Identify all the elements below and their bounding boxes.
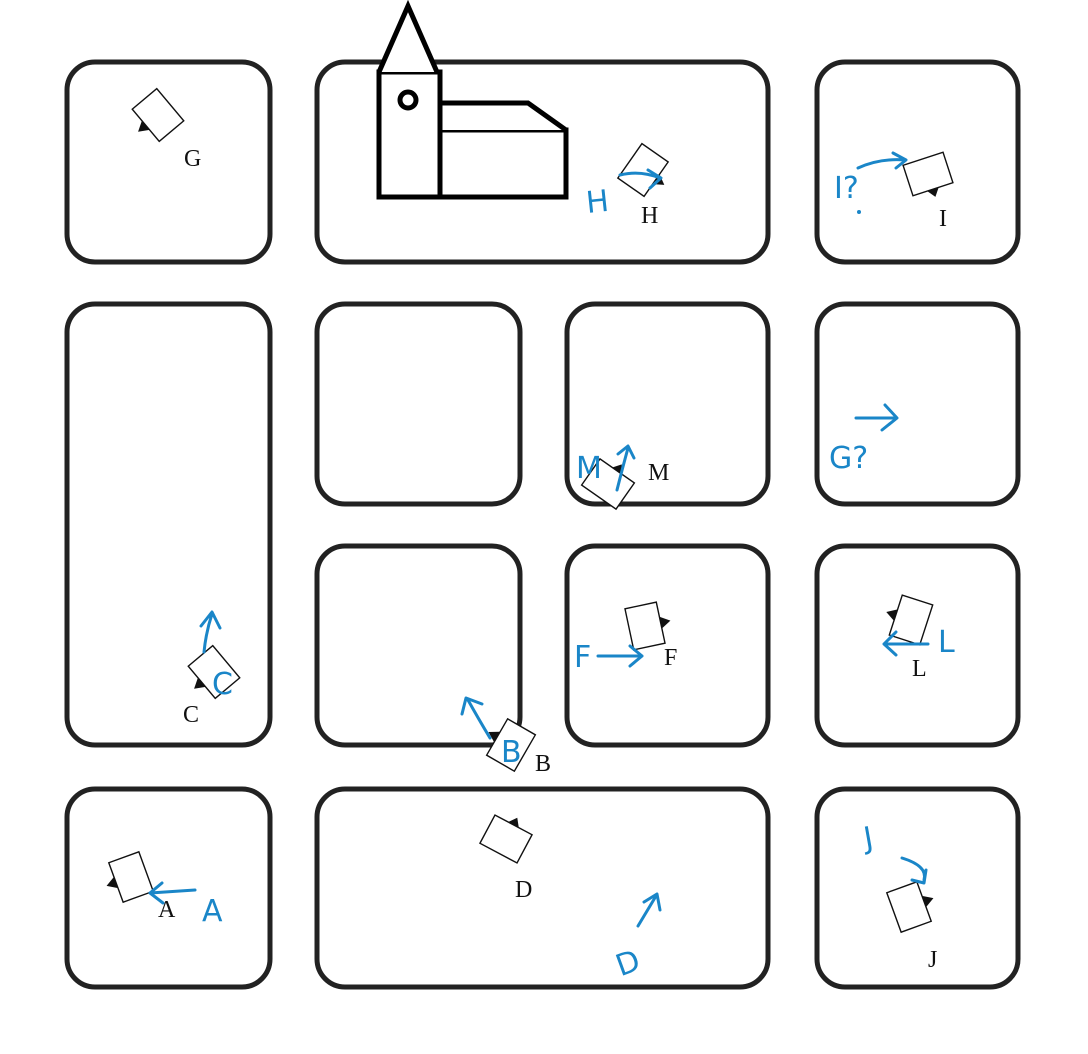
annotation-l: L <box>882 625 955 660</box>
annotation-g2-text: G? <box>829 441 868 476</box>
station-marker-b <box>485 717 537 773</box>
annotation-f: F <box>574 640 644 675</box>
station-label-g: G <box>184 146 201 172</box>
station-markers <box>106 87 954 934</box>
station-marker-l <box>886 594 934 646</box>
annotation-f-text: F <box>574 640 591 675</box>
station-labels: G H I M C F L B A D J <box>158 146 947 973</box>
annotation-h-text: H <box>584 184 610 221</box>
block-g2 <box>814 301 1021 507</box>
annotation-m: M <box>576 444 636 492</box>
station-label-i: I <box>939 206 947 232</box>
annotation-c: C <box>199 610 233 702</box>
station-label-j: J <box>928 947 937 973</box>
block-c <box>64 301 273 748</box>
arrow-icon <box>882 630 930 657</box>
station-marker-m <box>580 457 636 511</box>
arrow-icon <box>636 892 662 928</box>
arrow-icon <box>856 151 908 170</box>
station-label-f: F <box>664 645 677 671</box>
station-marker-j <box>885 880 934 934</box>
station-label-c: C <box>183 702 199 728</box>
annotation-g2: G? <box>829 403 899 476</box>
block-f <box>564 543 771 748</box>
annotation-i: I? <box>834 151 908 214</box>
city-blocks <box>64 59 1021 990</box>
station-label-d: D <box>515 877 532 903</box>
station-marker-c <box>187 644 241 700</box>
station-label-m: M <box>648 460 669 486</box>
arrow-icon <box>618 168 663 190</box>
annotation-a: A <box>148 881 223 929</box>
station-marker-f <box>624 601 671 651</box>
annotation-i-text: I? <box>834 171 859 206</box>
annotation-m-text: M <box>576 451 602 486</box>
annotation-b-text: B <box>501 735 522 770</box>
block-d <box>314 786 771 990</box>
station-marker-d <box>478 814 534 864</box>
arrow-icon <box>615 444 636 492</box>
arrow-icon <box>199 610 222 654</box>
arrow-icon <box>460 696 492 740</box>
arrow-icon <box>148 881 197 905</box>
block-a <box>64 786 273 990</box>
church-icon <box>376 0 569 200</box>
station-label-h: H <box>641 203 658 229</box>
station-marker-g <box>131 87 185 143</box>
arrow-icon <box>854 403 899 432</box>
annotation-b: B <box>460 696 522 770</box>
annotation-h: H <box>584 168 663 221</box>
station-label-b: B <box>535 751 551 777</box>
block-b <box>314 543 523 748</box>
annotation-l-text: L <box>938 625 955 660</box>
arrow-icon <box>596 644 644 668</box>
station-marker-i <box>902 151 954 197</box>
annotation-c-text: C <box>212 667 233 702</box>
annotation-a-text: A <box>202 894 223 929</box>
station-marker-a <box>106 850 155 904</box>
arrow-icon <box>900 856 928 885</box>
block-center-top <box>314 301 523 507</box>
station-label-l: L <box>912 656 927 682</box>
block-g <box>64 59 273 265</box>
